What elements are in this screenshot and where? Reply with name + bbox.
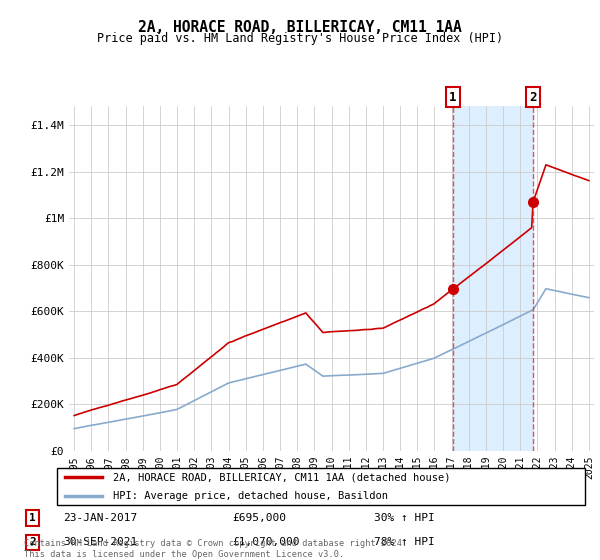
Text: £1,070,000: £1,070,000 (233, 538, 300, 548)
FancyBboxPatch shape (56, 469, 586, 505)
Text: 1: 1 (29, 513, 36, 523)
Text: 30-SEP-2021: 30-SEP-2021 (64, 538, 138, 548)
Text: 2A, HORACE ROAD, BILLERICAY, CM11 1AA (detached house): 2A, HORACE ROAD, BILLERICAY, CM11 1AA (d… (113, 473, 450, 482)
Text: 30% ↑ HPI: 30% ↑ HPI (374, 513, 434, 523)
Text: 78% ↑ HPI: 78% ↑ HPI (374, 538, 434, 548)
Text: 2A, HORACE ROAD, BILLERICAY, CM11 1AA: 2A, HORACE ROAD, BILLERICAY, CM11 1AA (138, 20, 462, 35)
Text: 2: 2 (29, 538, 36, 548)
Text: HPI: Average price, detached house, Basildon: HPI: Average price, detached house, Basi… (113, 491, 388, 501)
Text: 1: 1 (449, 91, 457, 104)
Bar (452, 106, 533, 451)
Text: Contains HM Land Registry data © Crown copyright and database right 2024.
This d: Contains HM Land Registry data © Crown c… (24, 539, 407, 559)
Text: 2: 2 (529, 91, 537, 104)
Text: £695,000: £695,000 (233, 513, 287, 523)
Text: 23-JAN-2017: 23-JAN-2017 (64, 513, 138, 523)
Text: Price paid vs. HM Land Registry's House Price Index (HPI): Price paid vs. HM Land Registry's House … (97, 32, 503, 45)
